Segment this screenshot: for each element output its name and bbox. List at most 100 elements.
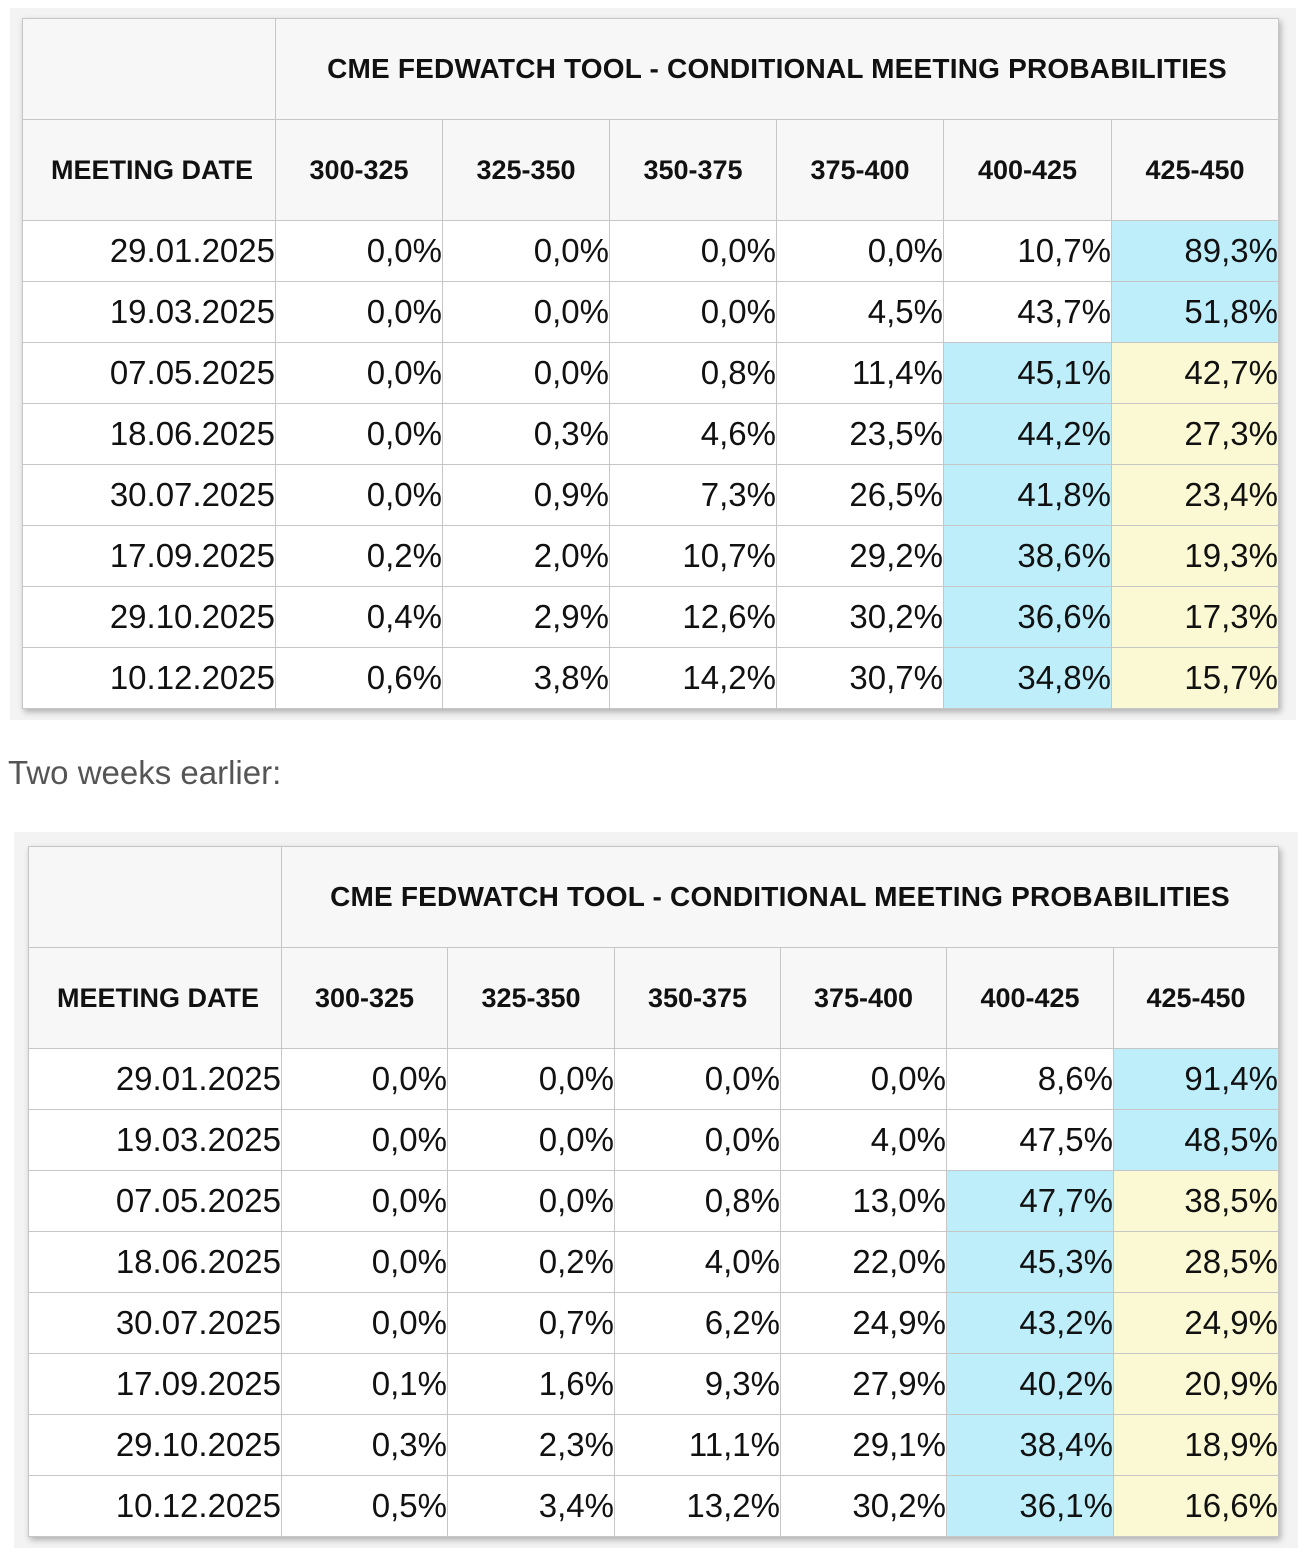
probability-cell: 0,2% <box>447 1231 615 1293</box>
probability-cell: 30,2% <box>776 586 944 648</box>
probability-cell: 30,2% <box>780 1475 947 1537</box>
probability-cell: 0,0% <box>281 1170 448 1232</box>
probability-cell: 0,0% <box>614 1048 781 1110</box>
fedwatch-table-earlier: CME FEDWATCH TOOL - CONDITIONAL MEETING … <box>28 846 1279 1537</box>
probability-cell: 41,8% <box>943 464 1112 526</box>
probability-cell: 13,2% <box>614 1475 781 1537</box>
table-row: 10.12.2025 0,6% 3,8% 14,2% 30,7% 34,8% 15,7% <box>22 647 1279 709</box>
title-row: CME FEDWATCH TOOL - CONDITIONAL MEETING … <box>28 846 1279 948</box>
column-header: 300-325 <box>281 947 448 1049</box>
probability-cell: 4,5% <box>776 281 944 343</box>
probability-cell: 14,2% <box>609 647 777 709</box>
probability-cell: 0,5% <box>281 1475 448 1537</box>
table-row: 29.10.2025 0,3% 2,3% 11,1% 29,1% 38,4% 18,9% <box>28 1414 1279 1476</box>
probability-cell: 9,3% <box>614 1353 781 1415</box>
table-row: 30.07.2025 0,0% 0,9% 7,3% 26,5% 41,8% 23,4% <box>22 464 1279 526</box>
table-row: 29.01.2025 0,0% 0,0% 0,0% 0,0% 10,7% 89,3% <box>22 220 1279 282</box>
probability-cell: 29,1% <box>780 1414 947 1476</box>
corner-cell <box>28 846 282 948</box>
probability-cell: 28,5% <box>1113 1231 1279 1293</box>
table-row: 17.09.2025 0,1% 1,6% 9,3% 27,9% 40,2% 20,9% <box>28 1353 1279 1415</box>
probability-cell: 36,6% <box>943 586 1112 648</box>
column-header: 375-400 <box>776 119 944 221</box>
table-row: 19.03.2025 0,0% 0,0% 0,0% 4,0% 47,5% 48,5% <box>28 1109 1279 1171</box>
probability-cell: 4,0% <box>780 1109 947 1171</box>
probability-cell: 0,0% <box>447 1048 615 1110</box>
probability-cell: 0,0% <box>281 1109 448 1171</box>
table-title: CME FEDWATCH TOOL - CONDITIONAL MEETING … <box>281 846 1279 948</box>
meeting-date-cell: 29.10.2025 <box>28 1414 282 1476</box>
probability-cell: 0,0% <box>275 220 443 282</box>
probability-cell: 38,4% <box>946 1414 1114 1476</box>
meeting-date-cell: 18.06.2025 <box>28 1231 282 1293</box>
probability-cell: 19,3% <box>1111 525 1279 587</box>
probability-cell: 0,0% <box>614 1109 781 1171</box>
probability-cell: 0,4% <box>275 586 443 648</box>
probability-cell: 40,2% <box>946 1353 1114 1415</box>
table-row: 19.03.2025 0,0% 0,0% 0,0% 4,5% 43,7% 51,8% <box>22 281 1279 343</box>
probability-cell: 4,6% <box>609 403 777 465</box>
probability-cell: 27,9% <box>780 1353 947 1415</box>
table-row: 10.12.2025 0,5% 3,4% 13,2% 30,2% 36,1% 16,6% <box>28 1475 1279 1537</box>
probability-cell: 0,9% <box>442 464 610 526</box>
probability-cell: 0,0% <box>780 1048 947 1110</box>
probability-cell: 43,7% <box>943 281 1112 343</box>
meeting-date-cell: 07.05.2025 <box>28 1170 282 1232</box>
probability-cell: 0,8% <box>614 1170 781 1232</box>
meeting-date-cell: 29.01.2025 <box>28 1048 282 1110</box>
probability-cell: 8,6% <box>946 1048 1114 1110</box>
probability-cell: 11,1% <box>614 1414 781 1476</box>
probability-cell: 0,0% <box>275 464 443 526</box>
probability-cell: 0,0% <box>442 220 610 282</box>
column-header: 375-400 <box>780 947 947 1049</box>
probability-cell: 10,7% <box>609 525 777 587</box>
probability-cell: 0,0% <box>275 403 443 465</box>
probability-cell: 12,6% <box>609 586 777 648</box>
probability-cell: 0,0% <box>609 220 777 282</box>
table-row: 18.06.2025 0,0% 0,2% 4,0% 22,0% 45,3% 28,5% <box>28 1231 1279 1293</box>
probability-cell: 0,8% <box>609 342 777 404</box>
meeting-date-cell: 10.12.2025 <box>28 1475 282 1537</box>
probability-cell: 20,9% <box>1113 1353 1279 1415</box>
probability-cell: 15,7% <box>1111 647 1279 709</box>
meeting-date-cell: 07.05.2025 <box>22 342 276 404</box>
probability-cell: 26,5% <box>776 464 944 526</box>
table-row: 17.09.2025 0,2% 2,0% 10,7% 29,2% 38,6% 19,3% <box>22 525 1279 587</box>
probability-cell: 47,7% <box>946 1170 1114 1232</box>
corner-cell <box>22 18 276 120</box>
meeting-date-cell: 30.07.2025 <box>28 1292 282 1354</box>
column-header: 350-375 <box>609 119 777 221</box>
probability-cell: 0,3% <box>281 1414 448 1476</box>
meeting-date-header: MEETING DATE <box>28 947 282 1049</box>
probability-cell: 2,9% <box>442 586 610 648</box>
probability-cell: 27,3% <box>1111 403 1279 465</box>
probability-cell: 13,0% <box>780 1170 947 1232</box>
table-row: 18.06.2025 0,0% 0,3% 4,6% 23,5% 44,2% 27,3% <box>22 403 1279 465</box>
probability-cell: 44,2% <box>943 403 1112 465</box>
table-row: 07.05.2025 0,0% 0,0% 0,8% 13,0% 47,7% 38,5% <box>28 1170 1279 1232</box>
probability-cell: 24,9% <box>1113 1292 1279 1354</box>
meeting-date-cell: 18.06.2025 <box>22 403 276 465</box>
probability-cell: 0,0% <box>281 1292 448 1354</box>
probability-cell: 0,0% <box>442 342 610 404</box>
probability-cell: 0,0% <box>281 1231 448 1293</box>
probability-cell: 36,1% <box>946 1475 1114 1537</box>
probability-cell: 0,7% <box>447 1292 615 1354</box>
probability-cell: 0,0% <box>447 1170 615 1232</box>
probability-cell: 0,0% <box>609 281 777 343</box>
probability-cell: 34,8% <box>943 647 1112 709</box>
meeting-date-cell: 17.09.2025 <box>28 1353 282 1415</box>
probability-cell: 45,1% <box>943 342 1112 404</box>
probability-cell: 10,7% <box>943 220 1112 282</box>
table-row: 30.07.2025 0,0% 0,7% 6,2% 24,9% 43,2% 24,9% <box>28 1292 1279 1354</box>
probability-cell: 17,3% <box>1111 586 1279 648</box>
meeting-date-cell: 19.03.2025 <box>22 281 276 343</box>
probability-cell: 24,9% <box>780 1292 947 1354</box>
probability-cell: 23,4% <box>1111 464 1279 526</box>
table-row: 29.01.2025 0,0% 0,0% 0,0% 0,0% 8,6% 91,4% <box>28 1048 1279 1110</box>
probability-cell: 23,5% <box>776 403 944 465</box>
probability-cell: 0,0% <box>447 1109 615 1171</box>
probability-cell: 0,0% <box>776 220 944 282</box>
column-header: 425-450 <box>1111 119 1279 221</box>
probability-cell: 38,5% <box>1113 1170 1279 1232</box>
